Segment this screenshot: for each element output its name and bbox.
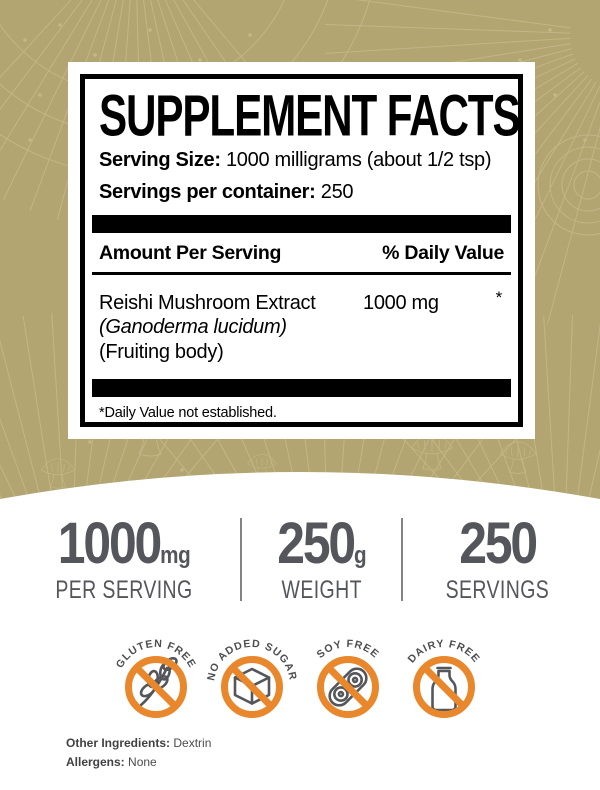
stat-per-serving: 1000mg PER SERVING [12, 515, 236, 605]
other-ingredients-line: Other Ingredients: Dextrin [66, 734, 600, 753]
servings-per-container-row: Servings per container: 250 [99, 181, 504, 204]
ingredient-row: Reishi Mushroom Extract (Ganoderma lucid… [99, 288, 504, 364]
ingredient-latin-name: (Ganoderma lucidum) [99, 316, 287, 339]
badge-gluten-free: GLUTEN FREE [108, 623, 204, 721]
amount-per-serving-header: Amount Per Serving [99, 242, 282, 264]
ingredient-amount: 1000 mg [363, 292, 439, 314]
allergens-value: None [128, 754, 157, 769]
servings-per-container-value: 250 [320, 181, 354, 203]
other-ingredients-value: Dextrin [173, 736, 212, 750]
label-top-section: SUPPLEMENT FACTS Serving Size: 1000 mill… [0, 0, 600, 500]
no-added-sugar-icon: NO ADDED SUGAR [205, 638, 298, 718]
facts-header-row: Amount Per Serving % Daily Value [99, 233, 504, 272]
thin-divider-rule [92, 272, 511, 275]
prohibition-circle [317, 656, 379, 718]
allergens-label: Allergens: [66, 754, 125, 769]
supplement-facts-panel: SUPPLEMENT FACTS Serving Size: 1000 mill… [68, 62, 535, 439]
stat-servings-number: 250 [459, 511, 538, 576]
badge-no-added-sugar: NO ADDED SUGAR [204, 623, 300, 721]
stat-weight-number: 250g [277, 511, 367, 576]
supplement-facts-title: SUPPLEMENT FACTS [99, 83, 520, 149]
ingredient-daily-value: * [495, 288, 503, 307]
curved-transition [0, 472, 600, 500]
badge-soy-free: SOY FREE [300, 623, 396, 721]
stat-weight-caption: WEIGHT [281, 576, 362, 604]
prohibition-circle [125, 656, 187, 718]
stat-servings: 250 SERVINGS [407, 515, 588, 605]
servings-per-container-label: Servings per container: [99, 181, 316, 203]
stat-servings-caption: SERVINGS [445, 576, 550, 604]
serving-size-value: 1000 milligrams (about 1/2 tsp) [225, 149, 492, 171]
ingredient-part: (Fruiting body) [99, 340, 224, 363]
thick-divider-bar [92, 215, 511, 233]
stats-divider [239, 518, 242, 601]
stats-divider [401, 518, 404, 601]
stat-per-serving-caption: PER SERVING [55, 576, 193, 604]
serving-size-label: Serving Size: [99, 149, 221, 171]
other-ingredients-label: Other Ingredients: [66, 736, 171, 750]
ingredient-name: Reishi Mushroom Extract [99, 292, 316, 314]
gluten-free-icon: GLUTEN FREE [114, 638, 199, 718]
free-from-badges-row: GLUTEN FREE [0, 623, 600, 721]
soy-free-icon: SOY FREE [315, 638, 380, 718]
daily-value-footnote: *Daily Value not established. [99, 405, 277, 422]
allergens-line: Allergens: None [66, 753, 600, 772]
ingredients-footer: Other Ingredients: Dextrin Allergens: No… [66, 734, 600, 771]
stat-per-serving-number: 1000mg [57, 511, 191, 576]
prohibition-circle [221, 656, 283, 718]
label-bottom-section: 1000mg PER SERVING 250g WEIGHT 250 SERVI… [0, 515, 600, 772]
stats-row: 1000mg PER SERVING 250g WEIGHT 250 SERVI… [0, 515, 600, 605]
prohibition-circle [413, 656, 475, 718]
daily-value-header: % Daily Value [382, 242, 504, 264]
stat-weight: 250g WEIGHT [246, 515, 397, 605]
thick-divider-bar-bottom [92, 379, 511, 398]
serving-size-row: Serving Size: 1000 milligrams (about 1/2… [99, 149, 504, 172]
supplement-facts-border: SUPPLEMENT FACTS Serving Size: 1000 mill… [80, 74, 523, 427]
badge-dairy-free: DAIRY FREE [396, 623, 492, 721]
dairy-free-icon: DAIRY FREE [406, 638, 481, 718]
svg-text:GLUTEN FREE: GLUTEN FREE [114, 638, 199, 670]
